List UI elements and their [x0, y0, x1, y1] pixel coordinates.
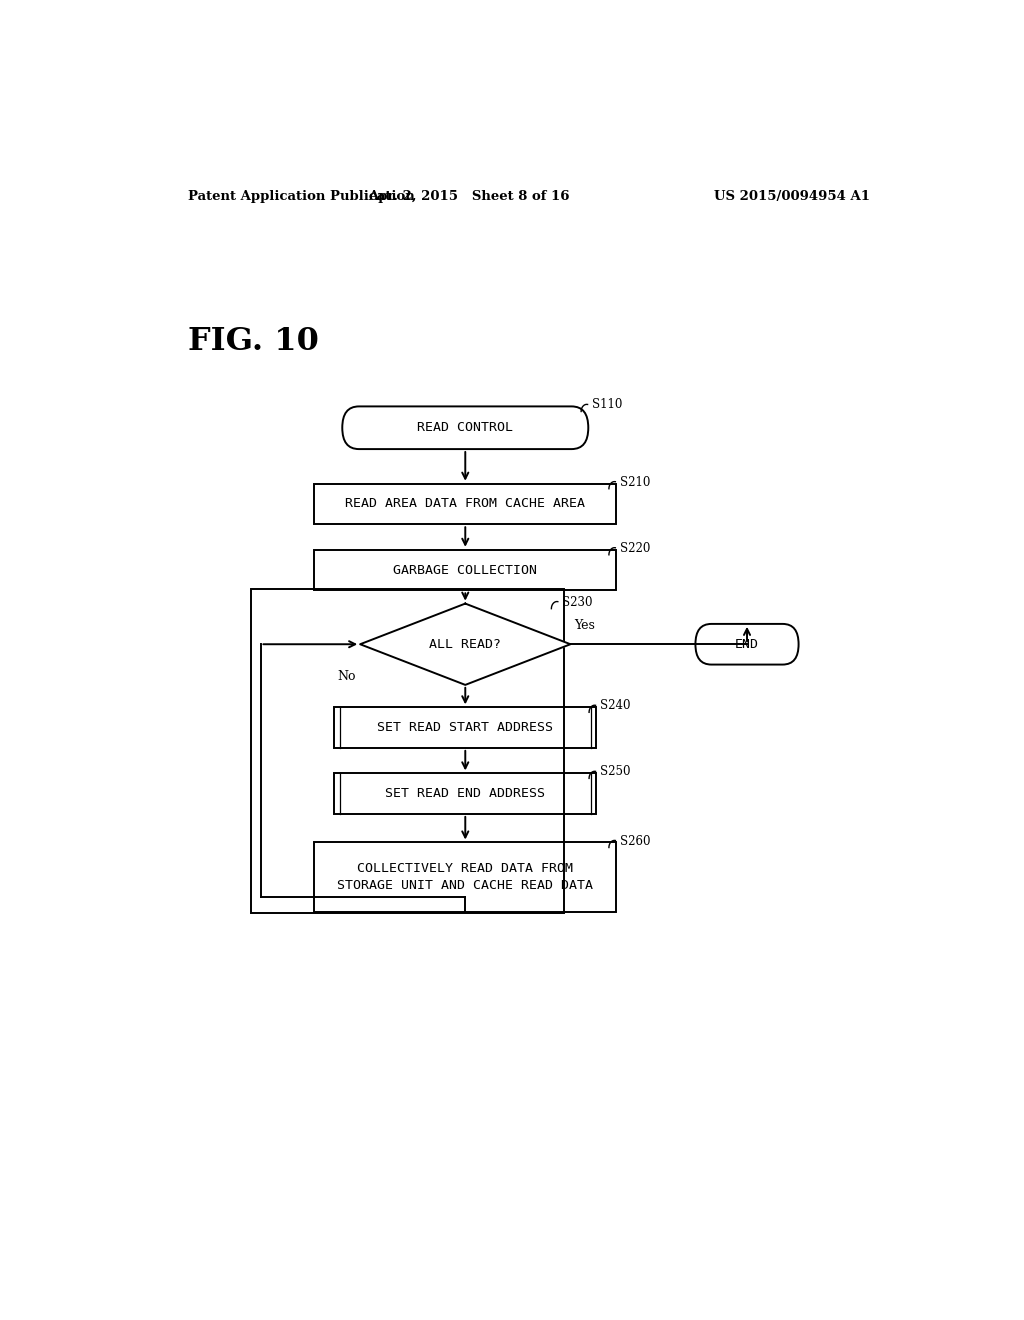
FancyBboxPatch shape: [695, 624, 799, 664]
Text: S110: S110: [592, 399, 623, 412]
Text: END: END: [735, 638, 759, 651]
Bar: [334, 774, 596, 814]
Text: S250: S250: [600, 766, 631, 779]
Text: US 2015/0094954 A1: US 2015/0094954 A1: [714, 190, 870, 202]
Text: COLLECTIVELY READ DATA FROM
STORAGE UNIT AND CACHE READ DATA: COLLECTIVELY READ DATA FROM STORAGE UNIT…: [337, 862, 593, 892]
Text: S230: S230: [562, 595, 593, 609]
Text: ALL READ?: ALL READ?: [429, 638, 502, 651]
Text: Apr. 2, 2015   Sheet 8 of 16: Apr. 2, 2015 Sheet 8 of 16: [369, 190, 570, 202]
Text: Yes: Yes: [574, 619, 595, 632]
Text: S210: S210: [620, 475, 650, 488]
Bar: [314, 549, 616, 590]
Text: READ AREA DATA FROM CACHE AREA: READ AREA DATA FROM CACHE AREA: [345, 498, 586, 511]
Text: No: No: [338, 671, 356, 684]
Bar: [251, 589, 564, 912]
Text: S260: S260: [620, 834, 650, 847]
Text: SET READ END ADDRESS: SET READ END ADDRESS: [385, 787, 545, 800]
FancyBboxPatch shape: [342, 407, 588, 449]
Text: S240: S240: [600, 700, 631, 713]
Polygon shape: [360, 603, 570, 685]
Text: READ CONTROL: READ CONTROL: [418, 421, 513, 434]
Bar: [334, 708, 596, 748]
Text: GARBAGE COLLECTION: GARBAGE COLLECTION: [393, 564, 538, 577]
Text: FIG. 10: FIG. 10: [187, 326, 318, 356]
Bar: [314, 842, 616, 912]
Text: S220: S220: [620, 541, 650, 554]
Text: SET READ START ADDRESS: SET READ START ADDRESS: [377, 721, 553, 734]
Bar: [314, 483, 616, 524]
Text: Patent Application Publication: Patent Application Publication: [187, 190, 415, 202]
